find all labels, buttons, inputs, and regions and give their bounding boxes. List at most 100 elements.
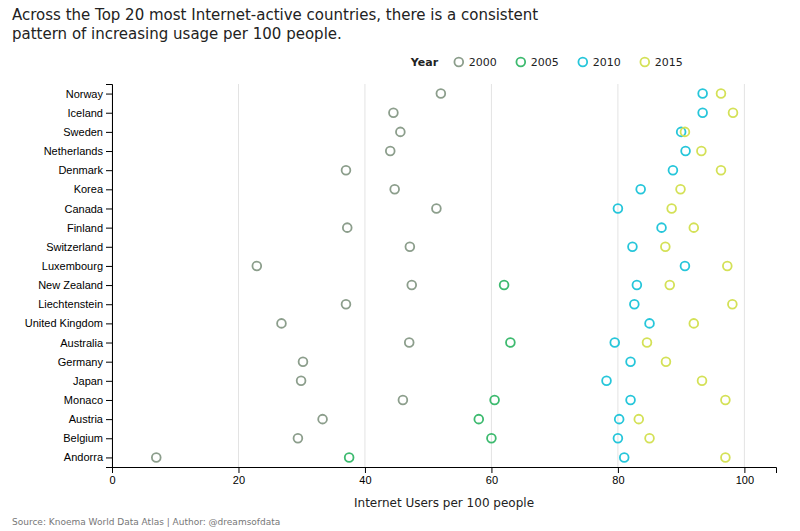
point <box>405 338 414 347</box>
title: Across the Top 20 most Internet-active c… <box>12 6 538 43</box>
legend-marker <box>640 58 649 67</box>
y-tick-label: Germany <box>58 356 104 368</box>
y-tick: Canada <box>64 202 112 214</box>
x-tick-mark <box>491 467 492 473</box>
point <box>657 223 666 232</box>
y-tick-label: Belgium <box>63 432 103 444</box>
point <box>630 300 639 309</box>
y-axis: NorwayIcelandSwedenNetherlandsDenmarkKor… <box>25 85 113 468</box>
legend-item: 2015 <box>640 56 682 69</box>
y-tick-mark <box>106 266 112 267</box>
y-tick-mark <box>106 189 112 190</box>
marks <box>152 89 737 462</box>
point <box>717 166 726 175</box>
grid-line <box>744 84 745 467</box>
point <box>436 89 445 98</box>
y-tick: United Kingdom <box>25 317 112 329</box>
series <box>345 281 515 462</box>
point <box>386 147 395 156</box>
legend-item: 2000 <box>454 56 496 69</box>
point <box>615 415 624 424</box>
y-tick-mark <box>106 323 112 324</box>
y-tick-label: Iceland <box>68 107 103 119</box>
point <box>681 147 690 156</box>
x-axis-line <box>113 468 777 474</box>
plot: 020406080100NorwayIcelandSwedenNetherlan… <box>25 84 777 486</box>
legend-item: 2010 <box>578 56 620 69</box>
y-tick-mark <box>106 228 112 229</box>
legend-label: 2010 <box>593 56 621 69</box>
y-tick-label: Netherlands <box>44 145 104 157</box>
point <box>299 357 308 366</box>
point <box>610 338 619 347</box>
point <box>681 128 690 137</box>
point <box>643 338 652 347</box>
x-tick: 80 <box>612 467 624 486</box>
series <box>602 89 707 462</box>
x-tick: 0 <box>109 467 115 486</box>
point <box>602 376 611 385</box>
point <box>634 415 643 424</box>
x-tick: 40 <box>359 467 371 486</box>
y-tick-label: Monaco <box>64 394 103 406</box>
point <box>277 319 286 328</box>
y-tick-mark <box>106 457 112 458</box>
point <box>342 300 351 309</box>
x-tick-label: 20 <box>233 474 245 486</box>
y-tick: Germany <box>58 356 112 368</box>
point <box>723 262 732 271</box>
grid <box>112 84 744 467</box>
x-tick-label: 0 <box>109 474 115 486</box>
point <box>252 262 261 271</box>
legend-label: 2005 <box>531 56 559 69</box>
y-axis-line <box>106 85 113 468</box>
point <box>645 319 654 328</box>
point <box>405 242 414 251</box>
y-tick-label: New Zealand <box>38 279 103 291</box>
legend-label: 2015 <box>655 56 683 69</box>
y-tick-mark <box>106 381 112 382</box>
point <box>294 434 303 443</box>
x-tick-mark <box>618 467 619 473</box>
y-tick-label: Japan <box>73 375 103 387</box>
point <box>662 357 671 366</box>
point <box>636 185 645 194</box>
legend-item: 2005 <box>516 56 558 69</box>
y-tick: New Zealand <box>38 279 112 291</box>
point <box>490 396 499 405</box>
point <box>620 453 629 462</box>
y-tick: Japan <box>73 375 112 387</box>
y-tick-mark <box>106 304 112 305</box>
x-tick-label: 100 <box>736 474 754 486</box>
y-tick-label: United Kingdom <box>25 317 103 329</box>
y-tick: Switzerland <box>46 241 112 253</box>
point <box>717 89 726 98</box>
y-tick-label: Denmark <box>58 164 103 176</box>
y-tick: Andorra <box>64 451 112 463</box>
point <box>689 223 698 232</box>
point <box>614 204 623 213</box>
grid-line <box>364 84 365 467</box>
point <box>661 242 670 251</box>
y-tick-mark <box>106 170 112 171</box>
y-tick-mark <box>106 94 112 95</box>
y-tick-label: Finland <box>67 222 103 234</box>
x-tick: 60 <box>486 467 498 486</box>
y-tick-label: Austria <box>69 413 104 425</box>
point <box>689 319 698 328</box>
series <box>634 89 737 462</box>
y-tick-label: Andorra <box>64 451 104 463</box>
y-tick: Monaco <box>64 394 112 406</box>
y-tick: Korea <box>74 183 112 195</box>
y-tick: Denmark <box>58 164 112 176</box>
chart: Across the Top 20 most Internet-active c… <box>0 0 800 531</box>
point <box>676 185 685 194</box>
y-tick-mark <box>106 132 112 133</box>
point <box>390 185 399 194</box>
y-tick: Luxembourg <box>42 260 112 272</box>
x-tick-mark <box>238 467 239 473</box>
background <box>0 0 800 531</box>
point <box>728 300 737 309</box>
y-tick-label: Australia <box>60 337 104 349</box>
y-tick: Australia <box>60 337 112 349</box>
